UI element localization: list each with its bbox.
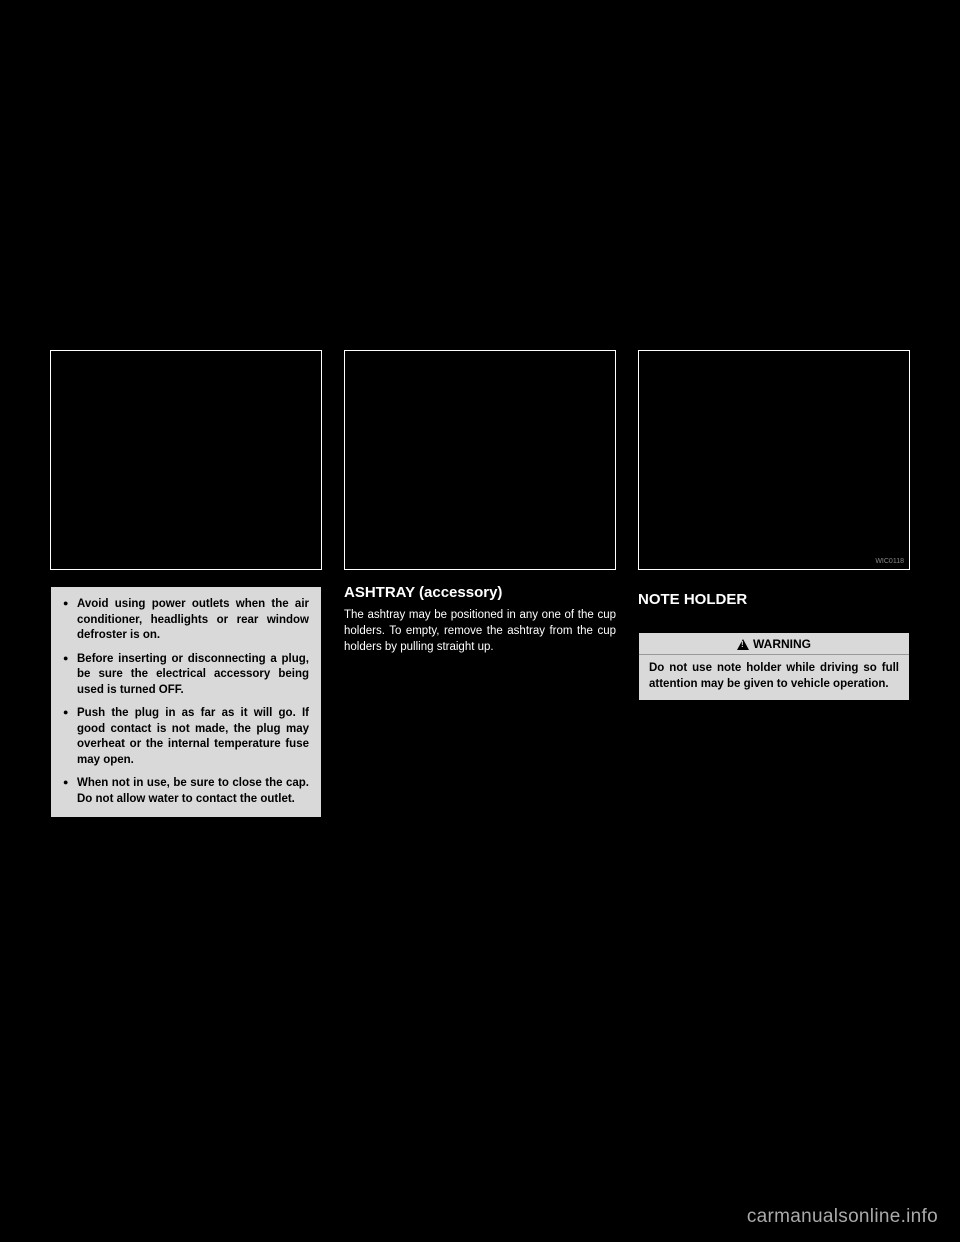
ashtray-body-text: The ashtray may be positioned in any one… bbox=[344, 607, 616, 655]
caution-item: Before inserting or disconnecting a plug… bbox=[63, 652, 309, 699]
section-title-ashtray: ASHTRAY (accessory) bbox=[344, 584, 616, 601]
figure-box-2 bbox=[344, 350, 616, 570]
warning-body-text: Do not use note holder while driving so … bbox=[639, 655, 909, 700]
warning-label: WARNING bbox=[753, 637, 811, 651]
caution-box: Avoid using power outlets when the air c… bbox=[50, 586, 322, 818]
warning-box: WARNING Do not use note holder while dri… bbox=[638, 632, 910, 701]
page-columns: Avoid using power outlets when the air c… bbox=[50, 350, 910, 818]
caution-item: When not in use, be sure to close the ca… bbox=[63, 776, 309, 807]
warning-header: WARNING bbox=[639, 633, 909, 655]
figure-box-3 bbox=[638, 350, 910, 570]
column-right: WIC0118 NOTE HOLDER WARNING Do not use n… bbox=[638, 350, 910, 818]
caution-item: Avoid using power outlets when the air c… bbox=[63, 597, 309, 644]
figure-id-3: WIC0118 bbox=[632, 558, 904, 565]
column-left: Avoid using power outlets when the air c… bbox=[50, 350, 322, 818]
section-title-noteholder: NOTE HOLDER bbox=[638, 591, 910, 608]
caution-list: Avoid using power outlets when the air c… bbox=[63, 597, 309, 807]
warning-triangle-icon bbox=[737, 639, 749, 650]
watermark-footer: carmanualsonline.info bbox=[747, 1206, 938, 1228]
column-middle: ASHTRAY (accessory) The ashtray may be p… bbox=[344, 350, 616, 818]
caution-item: Push the plug in as far as it will go. I… bbox=[63, 706, 309, 768]
figure-box-1 bbox=[50, 350, 322, 570]
